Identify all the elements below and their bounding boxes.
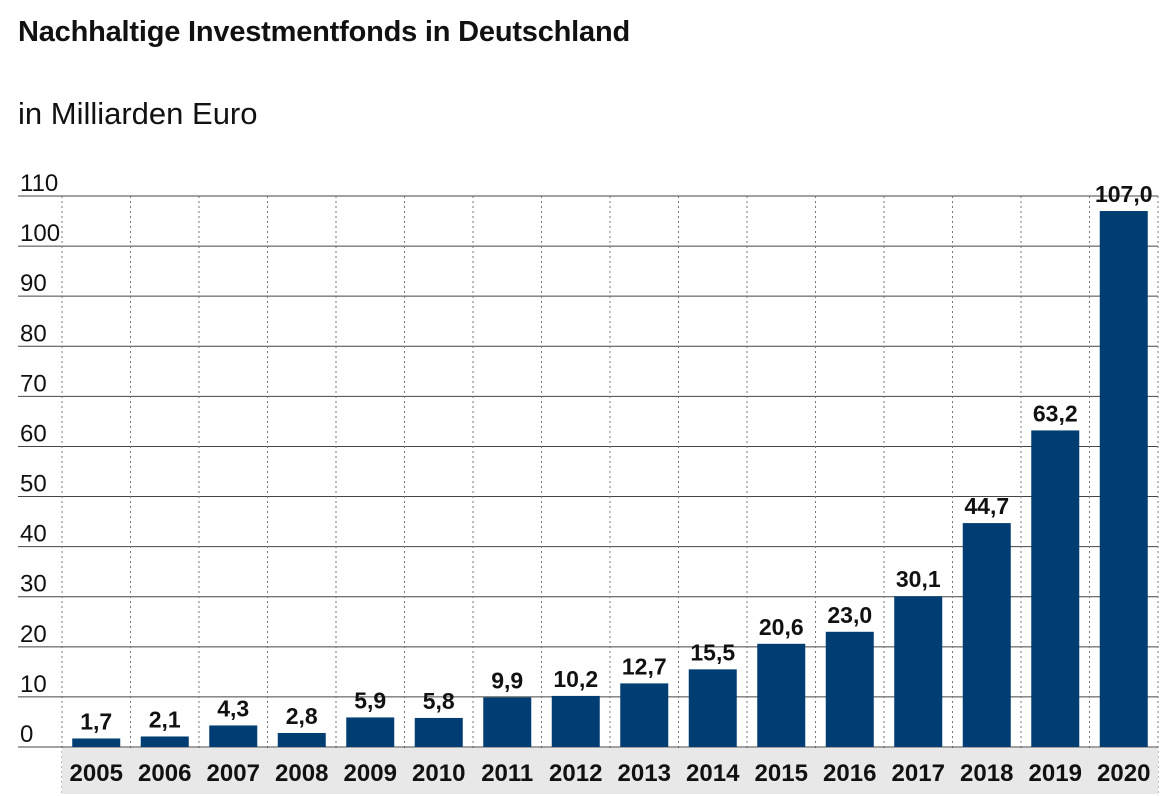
y-tick-label: 20 [20, 621, 47, 648]
bar-2013 [620, 683, 669, 747]
x-tick-label-2016: 2016 [823, 760, 876, 787]
value-label-2006: 2,1 [149, 706, 181, 732]
value-label-2010: 5,8 [423, 688, 455, 714]
value-label-2014: 15,5 [690, 639, 735, 665]
y-tick-label: 50 [20, 471, 47, 498]
bar-2018 [962, 523, 1011, 747]
bar-2010 [414, 717, 463, 747]
bar-2016 [825, 631, 874, 747]
x-tick-label-2009: 2009 [344, 760, 397, 787]
y-tick-label: 70 [20, 370, 47, 397]
x-axis-ticks: 2005 2006 2007 2008 2009 2010 2011 2012 2013 2014… [70, 760, 1151, 787]
x-tick-label-2013: 2013 [618, 760, 671, 787]
chart-title: Nachhaltige Investmentfonds in Deutschla… [18, 16, 630, 48]
value-label-2009: 5,9 [354, 687, 386, 713]
bar-2008 [277, 732, 326, 747]
value-label-2005: 1,7 [80, 708, 112, 734]
value-label-2007: 4,3 [217, 695, 249, 721]
y-tick-label: 0 [20, 721, 33, 748]
bar-2011 [483, 697, 532, 747]
x-axis-band [62, 748, 1158, 794]
y-tick-label: 40 [20, 521, 47, 548]
bar-2014 [688, 669, 737, 747]
bar-2005 [72, 738, 121, 747]
x-tick-label-2006: 2006 [138, 760, 191, 787]
x-tick-label-2010: 2010 [412, 760, 465, 787]
value-label-2012: 10,2 [553, 666, 598, 692]
x-tick-label-2011: 2011 [481, 760, 533, 787]
value-label-2011: 9,9 [491, 667, 523, 693]
bar-2020 [1099, 211, 1148, 747]
x-tick-label-2019: 2019 [1029, 760, 1082, 787]
bars [72, 211, 1148, 747]
y-tick-label: 80 [20, 320, 47, 347]
value-label-2008: 2,8 [286, 703, 318, 729]
y-tick-label: 30 [20, 571, 47, 598]
value-label-2017: 30,1 [896, 566, 941, 592]
value-label-2015: 20,6 [759, 614, 804, 640]
y-tick-label: 100 [20, 220, 60, 247]
bar-2007 [209, 725, 258, 747]
y-axis-ticks: 0 10 20 30 40 50 60 70 80 90 100 110 [20, 170, 60, 748]
x-tick-label-2014: 2014 [686, 760, 740, 787]
x-axis-band-rect [62, 748, 1158, 794]
bar-2015 [757, 643, 806, 747]
y-tick-label: 90 [20, 270, 47, 297]
x-tick-label-2017: 2017 [892, 760, 945, 787]
bar-2006 [140, 736, 189, 747]
value-label-2016: 23,0 [827, 602, 872, 628]
x-tick-label-2015: 2015 [755, 760, 808, 787]
value-label-2018: 44,7 [964, 493, 1009, 519]
value-label-2020: 107,0 [1095, 181, 1153, 207]
y-tick-label: 10 [20, 671, 47, 698]
x-tick-label-2012: 2012 [549, 760, 602, 787]
y-tick-label: 60 [20, 420, 47, 447]
x-tick-label-2005: 2005 [70, 760, 123, 787]
bar-2019 [1031, 430, 1080, 747]
bar-2017 [894, 596, 943, 747]
bar-2012 [551, 695, 600, 747]
value-label-2019: 63,2 [1033, 400, 1078, 426]
chart-subtitle: in Milliarden Euro [18, 96, 258, 131]
value-label-2013: 12,7 [622, 653, 667, 679]
y-tick-label: 110 [20, 170, 58, 197]
x-tick-label-2008: 2008 [275, 760, 328, 787]
x-tick-label-2020: 2020 [1097, 760, 1150, 787]
bar-2009 [346, 717, 395, 747]
value-labels: 1,7 2,1 4,3 2,8 5,9 5,8 9,9 10,2 12,7 15,5 20,6 23,… [80, 181, 1152, 734]
x-tick-label-2018: 2018 [960, 760, 1013, 787]
x-tick-label-2007: 2007 [207, 760, 260, 787]
